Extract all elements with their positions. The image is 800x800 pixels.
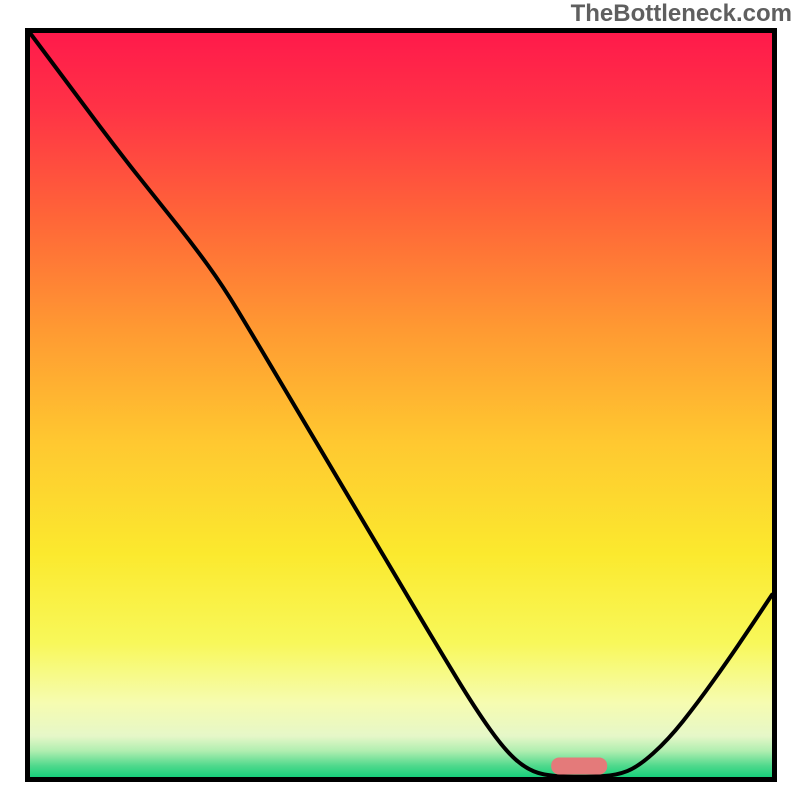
plot-area: [25, 28, 777, 782]
chart-container: TheBottleneck.com: [0, 0, 800, 800]
attribution-text: TheBottleneck.com: [571, 0, 792, 28]
curve-layer: [30, 33, 772, 777]
optimum-marker: [551, 757, 607, 774]
curve-path: [30, 33, 772, 777]
